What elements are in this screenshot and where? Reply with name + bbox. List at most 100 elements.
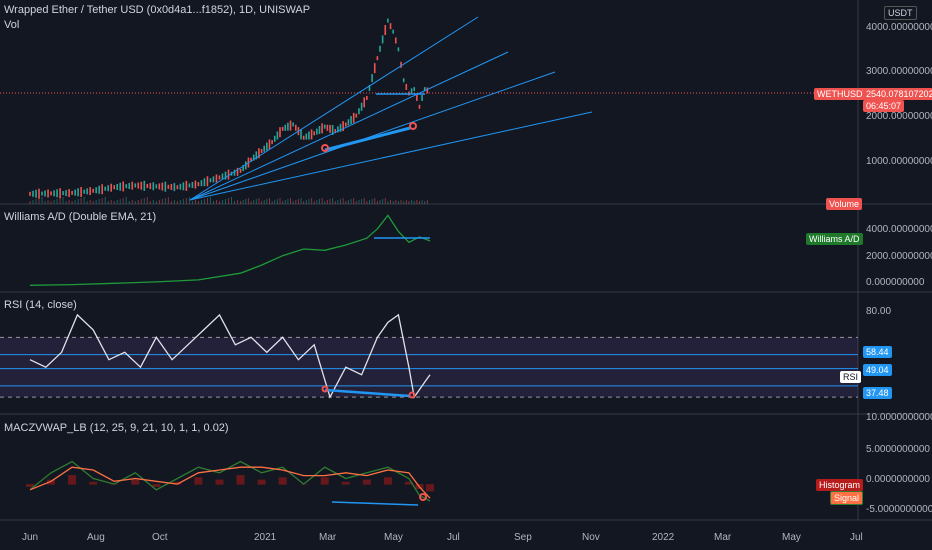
volume-bar bbox=[384, 198, 386, 204]
last-price-tag: 2540.0781072025 bbox=[863, 88, 932, 100]
candle bbox=[176, 185, 179, 190]
volume-bar bbox=[47, 200, 49, 204]
candle bbox=[50, 191, 52, 196]
volume-bar bbox=[274, 200, 276, 204]
price-tick-label: 2000.0000000000 bbox=[866, 111, 932, 122]
volume-bar bbox=[303, 201, 305, 204]
symbol-title[interactable]: Wrapped Ether / Tether USD (0x0d4a1...f1… bbox=[4, 4, 311, 16]
williams-ad-tag: Williams A/D bbox=[806, 233, 863, 245]
candle bbox=[326, 124, 329, 131]
williams-pane-title[interactable]: Williams A/D (Double EMA, 21) bbox=[4, 211, 157, 223]
time-tick-label: Jun bbox=[22, 532, 38, 543]
candle bbox=[236, 167, 239, 176]
candle bbox=[239, 168, 242, 173]
histogram-bar bbox=[362, 479, 371, 485]
currency-button[interactable]: USDT bbox=[884, 6, 917, 20]
candle bbox=[92, 188, 94, 193]
volume-bar bbox=[164, 198, 166, 204]
volume-bar bbox=[227, 198, 229, 204]
candle bbox=[218, 175, 221, 180]
volume-bar bbox=[261, 201, 263, 204]
candle bbox=[80, 187, 82, 198]
candle bbox=[104, 186, 106, 191]
volume-bar bbox=[268, 198, 270, 204]
histogram-bar bbox=[383, 477, 392, 485]
price-tick-label: 10.0000000000 bbox=[866, 412, 932, 423]
candle bbox=[62, 191, 64, 196]
price-tick-label: 3000.0000000000 bbox=[866, 66, 932, 77]
volume-bar bbox=[146, 197, 148, 204]
trend-line bbox=[189, 16, 479, 201]
volume-bar bbox=[297, 199, 299, 204]
volume-bar bbox=[137, 200, 139, 204]
volume-bar bbox=[218, 201, 220, 204]
volume-bar bbox=[80, 198, 82, 204]
candle bbox=[339, 123, 342, 132]
candle bbox=[331, 124, 334, 135]
candle bbox=[155, 184, 158, 189]
volume-bar bbox=[347, 200, 349, 204]
candle bbox=[350, 116, 352, 125]
volume-bar bbox=[240, 201, 242, 204]
candle bbox=[68, 189, 70, 198]
volume-bar bbox=[408, 201, 410, 204]
volume-bar bbox=[334, 201, 336, 204]
volume-bar bbox=[340, 199, 342, 204]
candle bbox=[405, 83, 408, 90]
volume-legend[interactable]: Vol bbox=[4, 19, 20, 31]
volume-bar bbox=[366, 201, 368, 204]
volume-bar bbox=[255, 199, 257, 204]
volume-bar bbox=[376, 201, 378, 204]
volume-bar bbox=[119, 199, 121, 204]
candle bbox=[44, 190, 46, 197]
volume-bar bbox=[284, 200, 286, 204]
rsi-pane-title[interactable]: RSI (14, close) bbox=[4, 299, 77, 311]
volume-bar bbox=[329, 199, 331, 204]
volume-bar bbox=[59, 198, 61, 204]
volume-bar bbox=[158, 200, 160, 204]
volume-bar bbox=[116, 200, 118, 204]
volume-bar bbox=[200, 200, 202, 204]
candle bbox=[287, 122, 289, 131]
candle bbox=[209, 178, 212, 183]
candle bbox=[146, 183, 149, 188]
volume-bar bbox=[316, 200, 318, 204]
volume-bar bbox=[245, 199, 247, 204]
volume-bar bbox=[131, 200, 133, 204]
candle bbox=[289, 120, 292, 131]
williams-ad-line bbox=[29, 214, 431, 286]
volume-bar bbox=[361, 199, 363, 204]
candle bbox=[371, 74, 373, 83]
candle bbox=[83, 189, 85, 194]
marker-circle bbox=[408, 391, 416, 399]
histogram-tag: Histogram bbox=[816, 479, 864, 491]
volume-bar bbox=[134, 201, 136, 204]
candle bbox=[191, 182, 194, 188]
candle bbox=[59, 188, 61, 199]
macz-divergence-line bbox=[331, 501, 419, 506]
volume-bar bbox=[38, 198, 40, 204]
trend-line bbox=[189, 111, 593, 201]
histogram-bar bbox=[68, 475, 77, 485]
divergence-line bbox=[324, 126, 411, 152]
time-tick-label: Mar bbox=[319, 532, 337, 543]
volume-bar bbox=[71, 201, 73, 204]
candle bbox=[368, 85, 371, 92]
volume-bar bbox=[387, 201, 389, 204]
candle bbox=[389, 23, 392, 30]
macz-pane-title[interactable]: MACZVWAP_LB (12, 25, 9, 21, 10, 1, 1, 0.… bbox=[4, 422, 229, 434]
volume-bar bbox=[143, 198, 145, 204]
volume-bar bbox=[234, 201, 236, 204]
candle bbox=[292, 122, 294, 127]
candle bbox=[125, 184, 128, 189]
candle bbox=[200, 180, 203, 187]
candle bbox=[421, 94, 423, 101]
volume-bar bbox=[231, 197, 233, 204]
volume-bar bbox=[355, 201, 357, 204]
candle bbox=[334, 129, 337, 134]
candle bbox=[379, 45, 381, 52]
volume-bar bbox=[215, 200, 217, 204]
candle bbox=[149, 183, 152, 190]
histogram-bar bbox=[47, 479, 56, 485]
